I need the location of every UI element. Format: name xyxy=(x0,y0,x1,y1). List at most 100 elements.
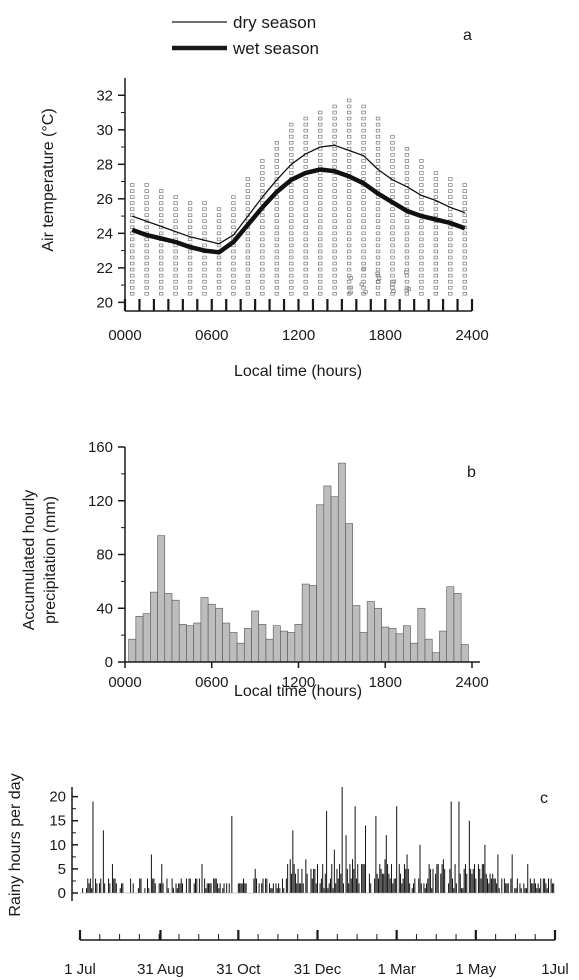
data-point xyxy=(375,225,381,230)
data-point xyxy=(318,261,323,266)
data-point xyxy=(289,128,294,133)
data-point xyxy=(462,231,467,236)
data-point xyxy=(158,279,164,284)
data-point xyxy=(346,122,352,127)
data-point xyxy=(303,243,308,248)
panel-b: b 0 40 80 120 160 0000 0600 1200 1800 2400 Local … xyxy=(21,439,489,700)
data-point xyxy=(419,207,424,211)
data-point xyxy=(303,291,308,296)
data-point xyxy=(231,261,236,266)
data-point xyxy=(318,249,323,254)
data-point xyxy=(419,201,424,205)
data-point xyxy=(303,213,308,217)
data-point xyxy=(260,213,265,217)
data-point xyxy=(404,279,410,284)
data-point xyxy=(346,140,352,145)
data-point xyxy=(462,267,467,272)
data-point xyxy=(260,165,265,169)
data-point xyxy=(260,171,265,175)
data-point xyxy=(260,219,265,224)
data-point xyxy=(348,285,353,290)
data-point xyxy=(375,255,381,260)
data-point xyxy=(289,261,294,266)
data-point xyxy=(303,249,308,254)
data-point xyxy=(462,255,467,260)
data-point xyxy=(346,165,352,169)
data-point xyxy=(390,213,395,217)
data-point xyxy=(332,128,337,133)
data-point xyxy=(404,291,410,296)
data-point xyxy=(144,225,149,230)
data-point xyxy=(130,267,135,272)
data-point xyxy=(245,207,251,211)
data-point xyxy=(274,255,279,260)
bar xyxy=(142,613,151,663)
data-point xyxy=(187,207,193,211)
data-point xyxy=(245,195,251,199)
data-point xyxy=(448,189,453,193)
data-point xyxy=(274,273,279,278)
data-point xyxy=(419,177,424,181)
data-point xyxy=(158,201,164,205)
data-point xyxy=(260,177,265,181)
data-point xyxy=(346,110,352,115)
data-point xyxy=(274,219,279,224)
data-point xyxy=(274,201,279,205)
series-line-dry-season xyxy=(131,144,466,245)
data-point xyxy=(130,255,135,260)
data-point xyxy=(375,140,381,145)
data-point xyxy=(346,261,352,266)
data-point xyxy=(346,225,352,230)
data-point xyxy=(462,249,467,254)
data-point xyxy=(404,255,410,260)
data-point xyxy=(375,271,380,276)
bar xyxy=(381,626,390,663)
data-point xyxy=(332,279,337,284)
data-point xyxy=(289,140,294,145)
data-point xyxy=(346,189,352,193)
data-point xyxy=(390,147,395,151)
bar xyxy=(352,605,361,663)
bar xyxy=(446,586,455,663)
data-point xyxy=(318,189,323,193)
data-point xyxy=(202,231,207,236)
data-point xyxy=(361,225,366,230)
data-point xyxy=(202,213,207,217)
bar xyxy=(374,607,382,663)
data-point xyxy=(245,189,251,193)
data-point xyxy=(346,249,352,254)
data-point xyxy=(303,225,308,230)
data-point xyxy=(260,231,265,236)
data-point xyxy=(404,288,409,293)
data-point xyxy=(433,195,439,199)
data-point xyxy=(289,279,294,284)
data-point xyxy=(404,159,410,163)
data-point xyxy=(361,122,366,127)
data-point xyxy=(332,195,337,199)
data-point xyxy=(332,225,337,230)
data-point xyxy=(390,282,395,287)
data-point xyxy=(332,255,337,260)
bar xyxy=(150,591,158,663)
data-point xyxy=(173,207,178,211)
data-point xyxy=(462,201,467,205)
data-point xyxy=(289,159,294,163)
data-point xyxy=(404,273,410,278)
data-point xyxy=(318,128,323,133)
data-point xyxy=(404,249,410,254)
data-point xyxy=(361,165,366,169)
data-point xyxy=(332,159,337,163)
data-point xyxy=(433,183,439,187)
data-point xyxy=(361,128,366,133)
data-point xyxy=(419,279,424,284)
data-point xyxy=(462,219,467,224)
data-point xyxy=(318,285,323,290)
data-point xyxy=(376,276,382,280)
data-point xyxy=(130,201,135,205)
data-point xyxy=(462,243,467,248)
bar xyxy=(309,585,317,663)
data-point xyxy=(130,273,135,278)
x-tick-label: 1 Jul xyxy=(64,961,96,978)
data-point xyxy=(289,285,294,290)
data-point xyxy=(260,195,265,199)
